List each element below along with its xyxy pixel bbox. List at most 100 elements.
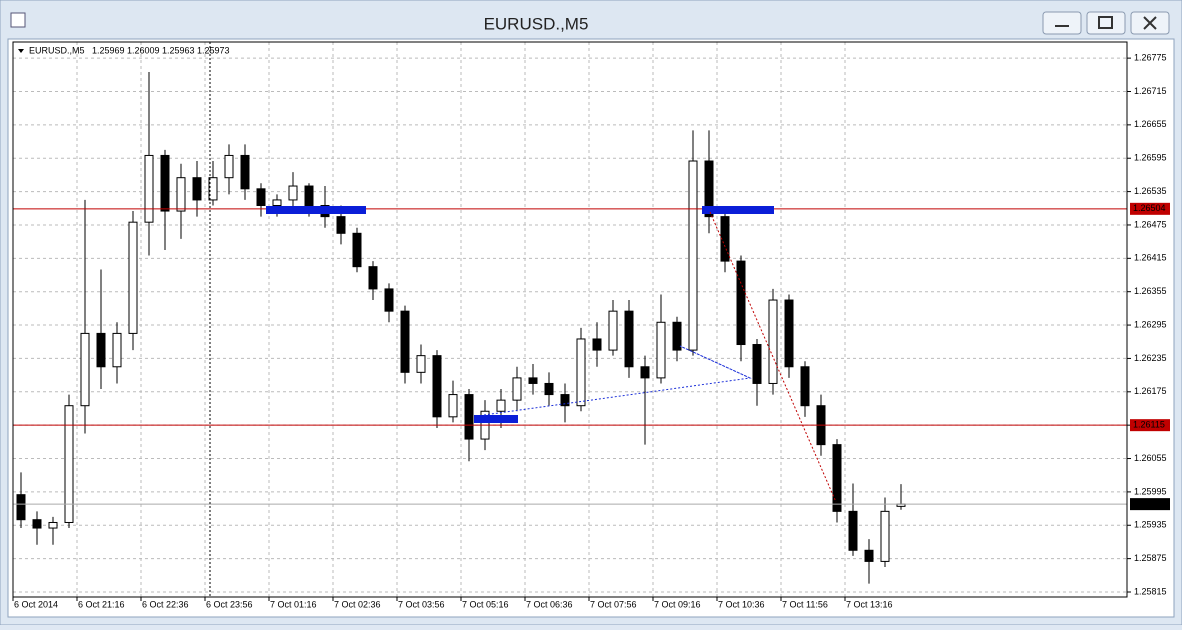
level-tag xyxy=(1130,202,1170,215)
candle-body xyxy=(784,299,794,368)
window-icon xyxy=(10,12,26,28)
candle-body xyxy=(496,399,506,412)
candle-body xyxy=(752,344,762,384)
x-tick-label: 6 Oct 21:16 xyxy=(78,599,125,609)
x-tick-label: 7 Oct 05:16 xyxy=(462,599,509,609)
x-tick-label: 6 Oct 2014 xyxy=(14,599,58,609)
candle-body xyxy=(224,154,234,179)
trend-line xyxy=(483,345,752,416)
y-tick-label: 1.26235 xyxy=(1134,353,1167,363)
price-tag xyxy=(1130,498,1170,511)
candle-body xyxy=(176,177,186,212)
maximize-icon xyxy=(1098,16,1113,29)
candle-body xyxy=(256,188,266,206)
level-label: 1.26504 xyxy=(1133,203,1166,213)
candle-body xyxy=(624,310,634,368)
level-label: 1.26115 xyxy=(1133,420,1165,430)
candle-body xyxy=(80,332,90,407)
menu-arrow xyxy=(18,49,24,53)
y-tick-label: 1.26355 xyxy=(1134,286,1167,296)
candle-body xyxy=(144,154,154,223)
candle-body xyxy=(432,355,442,418)
candle-body xyxy=(688,160,698,351)
header-high: 1.26009 xyxy=(127,45,160,55)
y-tick-label: 1.26415 xyxy=(1134,253,1167,263)
chart-window xyxy=(7,38,1175,618)
plot xyxy=(13,42,1127,597)
y-tick-label: 1.26295 xyxy=(1134,319,1167,329)
y-tick-label: 1.26475 xyxy=(1134,219,1167,229)
y-tick-label: 1.25875 xyxy=(1134,553,1167,563)
candle-body xyxy=(208,177,218,201)
x-tick-label: 7 Oct 09:16 xyxy=(654,599,701,609)
candle-body xyxy=(112,332,122,368)
x-tick-label: 7 Oct 07:56 xyxy=(590,599,637,609)
header-close: 1.25973 xyxy=(197,45,230,55)
zone-box xyxy=(266,206,366,214)
candle-body xyxy=(416,355,426,373)
candle-body xyxy=(720,216,730,262)
candle-body xyxy=(672,321,682,351)
minimize-button[interactable] xyxy=(1042,11,1082,35)
plot-border xyxy=(12,41,1128,598)
candle-body xyxy=(96,332,106,368)
candle-body xyxy=(640,366,650,379)
y-tick-label: 1.25815 xyxy=(1134,586,1167,596)
candle-body xyxy=(192,177,202,201)
y-tick-label: 1.25935 xyxy=(1134,520,1167,530)
candle-body xyxy=(528,377,538,384)
y-tick-label: 1.26535 xyxy=(1134,186,1167,196)
candle-body xyxy=(336,216,346,234)
y-tick-label: 1.26655 xyxy=(1134,119,1167,129)
candle-body xyxy=(576,338,586,407)
candle-body xyxy=(448,394,458,418)
x-tick-label: 7 Oct 01:16 xyxy=(270,599,317,609)
candle-body xyxy=(16,494,26,521)
window-buttons[interactable] xyxy=(1042,11,1170,35)
x-tick-label: 7 Oct 11:56 xyxy=(782,599,828,609)
candle-body xyxy=(768,299,778,384)
candle-body xyxy=(128,221,138,334)
candle-body xyxy=(272,199,282,206)
x-tick-label: 6 Oct 22:36 xyxy=(142,599,189,609)
level-tag xyxy=(1130,419,1170,432)
candle-body xyxy=(512,377,522,401)
candle-body xyxy=(240,154,250,190)
header-open: 1.25969 xyxy=(92,45,125,55)
trend-line xyxy=(709,211,837,503)
y-tick-label: 1.26775 xyxy=(1134,53,1167,63)
y-tick-label: 1.26175 xyxy=(1134,386,1167,396)
candle-body xyxy=(800,366,810,407)
candle-body xyxy=(704,160,714,218)
zone-box xyxy=(474,415,518,423)
candle-body xyxy=(400,310,410,373)
candle-body xyxy=(304,185,314,206)
price-label: 1.25973 xyxy=(1133,499,1166,509)
zone-box xyxy=(702,206,774,214)
x-tick-label: 7 Oct 13:16 xyxy=(846,599,893,609)
window-title: EURUSD.,M5 xyxy=(484,14,589,33)
x-tick-label: 7 Oct 06:36 xyxy=(526,599,573,609)
x-tick-label: 6 Oct 23:56 xyxy=(206,599,253,609)
y-tick-label: 1.26055 xyxy=(1134,453,1167,463)
candle-body xyxy=(384,288,394,312)
maximize-button[interactable] xyxy=(1086,11,1126,35)
candle-body xyxy=(64,405,74,523)
candle-body xyxy=(832,444,842,512)
candle-body xyxy=(864,549,874,562)
candle-body xyxy=(288,185,298,201)
candle-body xyxy=(464,394,474,440)
candle-body xyxy=(48,521,58,529)
candle-body xyxy=(32,519,42,529)
x-tick-label: 7 Oct 02:36 xyxy=(334,599,381,609)
candle-body xyxy=(544,382,554,396)
x-tick-label: 7 Oct 03:56 xyxy=(398,599,445,609)
y-tick-label: 1.26595 xyxy=(1134,153,1167,163)
candle-body xyxy=(368,266,378,290)
candle-body xyxy=(656,321,666,379)
y-tick-label: 1.25995 xyxy=(1134,486,1167,496)
header-low: 1.25963 xyxy=(162,45,195,55)
candle-body xyxy=(592,338,602,351)
candle-body xyxy=(880,510,890,562)
